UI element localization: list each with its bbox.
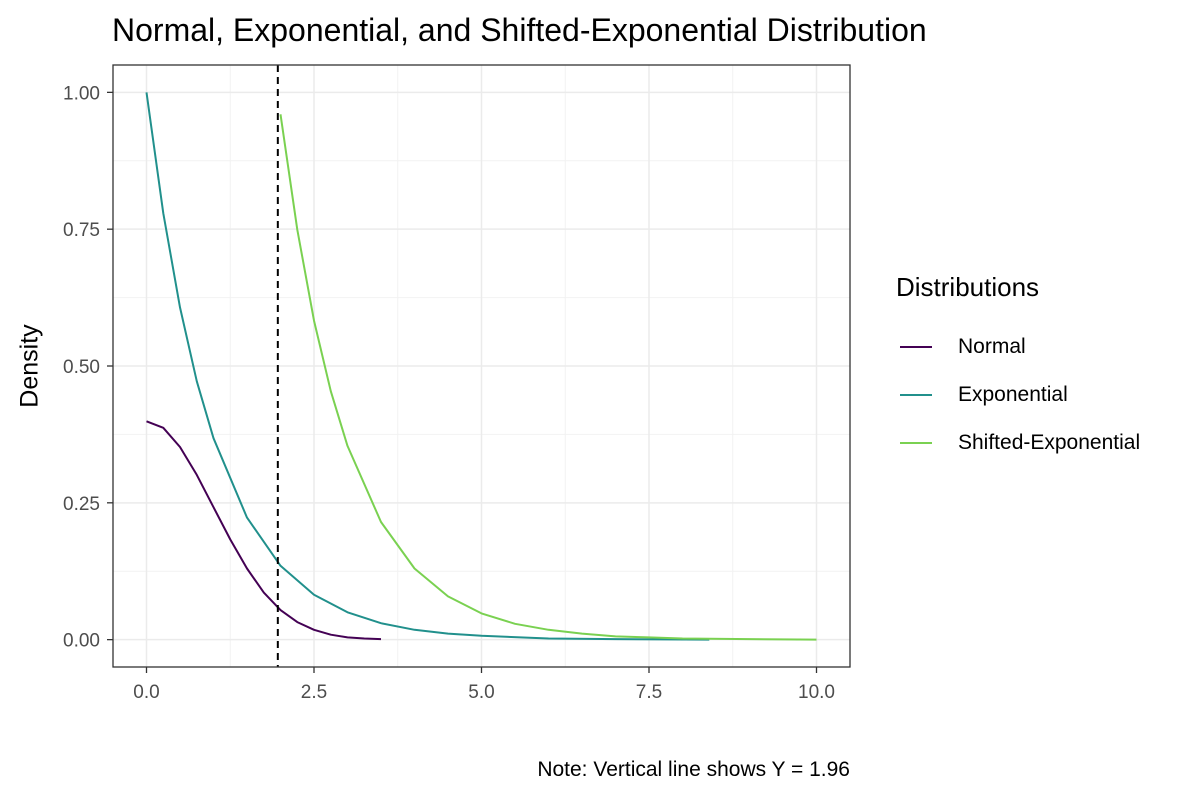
legend-label-exponential: Exponential (958, 383, 1068, 406)
legend: Distributions Normal Exponential Shifted… (896, 272, 1140, 467)
x-tick-label: 10.0 (798, 682, 835, 703)
series-line-shifted-exponential (279, 114, 817, 641)
y-tick-label: 0.00 (63, 631, 100, 652)
series-line-normal (146, 420, 382, 641)
x-tick-label: 7.5 (636, 682, 662, 703)
axes: 0.0 2.5 5.0 7.5 10.0 0.00 0.25 0.50 0.75 1.00 (63, 83, 835, 703)
chart-caption: Note: Vertical line shows Y = 1.96 (537, 758, 850, 781)
x-tick-label: 0.0 (133, 682, 159, 703)
y-tick-label: 0.75 (63, 220, 100, 241)
legend-title: Distributions (896, 272, 1040, 302)
series-lines (145, 92, 817, 641)
legend-item-normal: Normal (896, 323, 1140, 371)
y-tick-label: 0.50 (63, 357, 100, 378)
gridlines (113, 65, 850, 667)
legend-swatch-normal (900, 346, 932, 348)
legend-item-exponential: Exponential (896, 371, 1140, 419)
legend-item-shifted-exponential: Shifted-Exponential (896, 419, 1140, 467)
legend-label-shifted-exponential: Shifted-Exponential (958, 431, 1141, 454)
legend-key-exponential (896, 385, 936, 405)
y-tick-label: 0.25 (63, 494, 100, 515)
legend-swatch-exponential (900, 394, 932, 396)
x-tick-label: 5.0 (468, 682, 494, 703)
series-line-exponential (145, 92, 710, 641)
legend-swatch-shifted-exponential (900, 442, 932, 444)
legend-key-normal (896, 337, 936, 357)
x-tick-label: 2.5 (301, 682, 327, 703)
legend-key-shifted-exponential (896, 433, 936, 453)
chart-title: Normal, Exponential, and Shifted-Exponen… (112, 12, 927, 48)
legend-label-normal: Normal (958, 335, 1026, 358)
y-tick-label: 1.00 (63, 83, 100, 104)
